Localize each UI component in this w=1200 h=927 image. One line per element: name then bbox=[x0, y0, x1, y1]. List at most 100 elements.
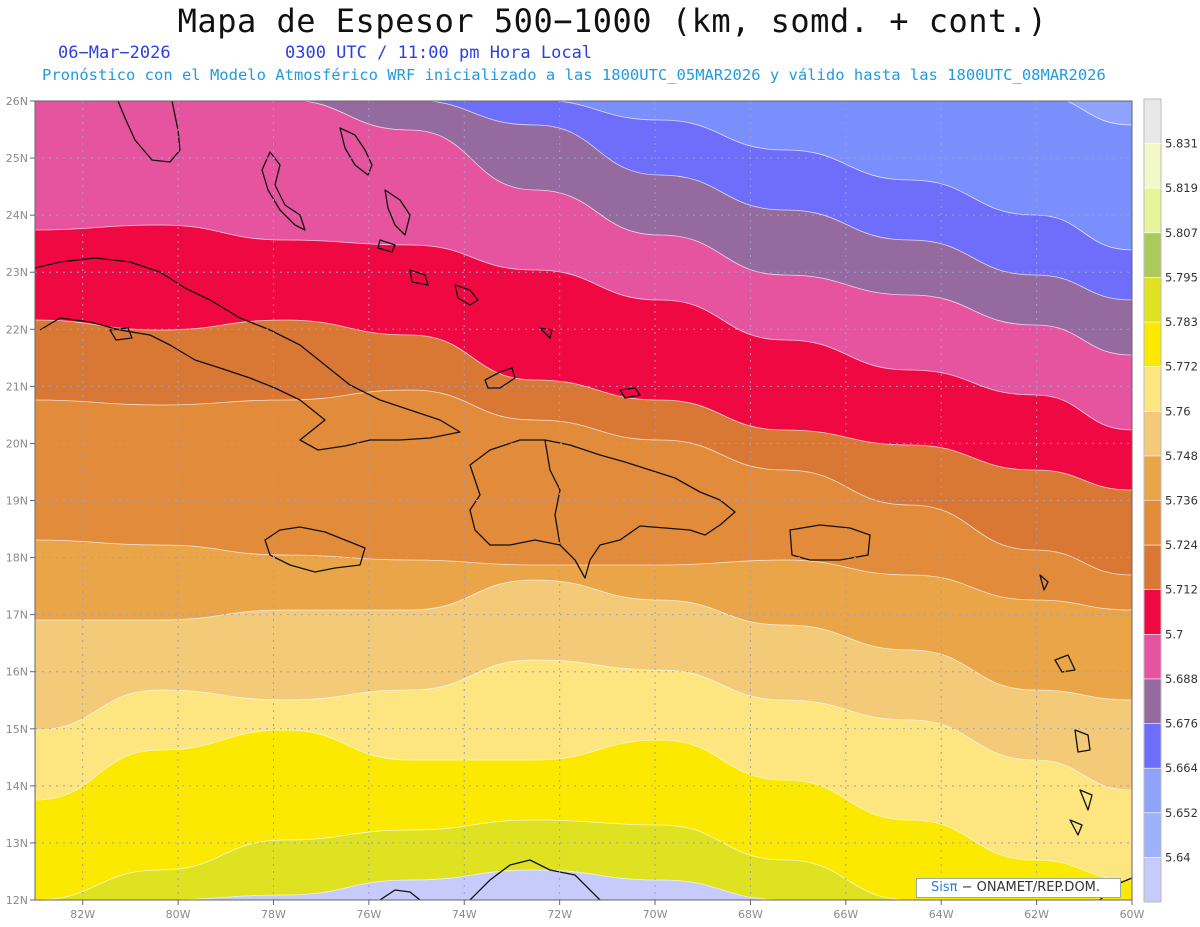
coastline bbox=[261, 151, 306, 231]
thickness-band bbox=[35, 660, 1132, 880]
longitude-labels: 82W 80W 78W 76W 74W 72W 70W 68W 66W 64W 62W 60W bbox=[70, 908, 1144, 921]
colorbar-swatch bbox=[1144, 455, 1161, 501]
colorbar-label: 5.772 bbox=[1165, 360, 1198, 374]
longitude-label: 80W bbox=[166, 908, 191, 921]
coastline bbox=[1074, 729, 1091, 753]
coastlines bbox=[35, 101, 1132, 900]
colorbar: 5.831 5.819 5.807 5.795 5.783 5.772 5.76 5.748 5… bbox=[1143, 98, 1198, 903]
map-title: Mapa de Espesor 500−1000 (km, somd. + co… bbox=[177, 2, 1048, 40]
thickness-band bbox=[35, 101, 1132, 430]
latitude-label: 19N bbox=[6, 495, 28, 508]
longitude-label: 70W bbox=[643, 908, 668, 921]
thickness-band bbox=[35, 580, 1132, 790]
contour-line bbox=[35, 389, 1132, 576]
latitude-label: 20N bbox=[6, 437, 28, 450]
colorbar-label: 5.795 bbox=[1165, 270, 1198, 284]
latitude-label: 23N bbox=[6, 266, 28, 279]
colorbar-label: 5.724 bbox=[1165, 538, 1198, 552]
latitude-label: 17N bbox=[6, 609, 28, 622]
colorbar-label: 5.688 bbox=[1165, 672, 1198, 686]
coastline bbox=[544, 439, 561, 546]
colorbar-label: 5.807 bbox=[1165, 226, 1198, 240]
latitude-label: 26N bbox=[6, 95, 28, 108]
thickness-band bbox=[35, 820, 1132, 900]
contour-line bbox=[35, 539, 1132, 611]
coastline bbox=[1069, 819, 1083, 836]
colorbar-swatch bbox=[1144, 634, 1161, 680]
coastline bbox=[1054, 654, 1076, 673]
contour-line bbox=[35, 319, 1132, 491]
contour-line bbox=[35, 579, 1132, 701]
colorbar-swatch bbox=[1144, 857, 1161, 903]
coastline bbox=[469, 439, 736, 579]
credit-text: − ONAMET/REP.DOM. bbox=[961, 880, 1101, 895]
colorbar-swatch bbox=[1144, 678, 1161, 725]
colorbar-swatch bbox=[1144, 277, 1161, 323]
contour-line bbox=[425, 101, 1132, 301]
contour-line bbox=[35, 659, 1132, 791]
latitude-label: 18N bbox=[6, 552, 28, 565]
coastline bbox=[1079, 789, 1093, 811]
longitude-label: 62W bbox=[1024, 908, 1049, 921]
thickness-band bbox=[556, 101, 1132, 250]
colorbar-swatch bbox=[1144, 99, 1161, 145]
thickness-band bbox=[302, 101, 1132, 355]
thickness-band bbox=[35, 870, 1132, 900]
coastline bbox=[339, 127, 373, 176]
coastline bbox=[484, 367, 516, 389]
colorbar-label: 5.652 bbox=[1165, 806, 1198, 820]
coastline bbox=[264, 526, 366, 573]
contour-line bbox=[35, 819, 1132, 900]
thickness-contour-lines bbox=[35, 101, 1132, 900]
longitude-label: 76W bbox=[356, 908, 381, 921]
coastline bbox=[35, 257, 461, 451]
longitude-label: 78W bbox=[261, 908, 286, 921]
longitude-label: 64W bbox=[929, 908, 954, 921]
colorbar-swatch bbox=[1144, 143, 1161, 189]
coastline bbox=[789, 524, 871, 561]
credit-box: Sisπ − ONAMET/REP.DOM. bbox=[916, 878, 1121, 898]
colorbar-swatch bbox=[1144, 322, 1161, 368]
longitude-label: 82W bbox=[70, 908, 95, 921]
thickness-band bbox=[35, 320, 1132, 575]
longitude-label: 68W bbox=[738, 908, 763, 921]
latitude-label: 25N bbox=[6, 152, 28, 165]
colorbar-swatch bbox=[1144, 545, 1161, 591]
colorbar-swatch bbox=[1144, 589, 1161, 635]
forecast-time: 0300 UTC / 11:00 pm Hora Local bbox=[285, 43, 593, 63]
latitude-label: 12N bbox=[6, 894, 28, 907]
colorbar-label: 5.676 bbox=[1165, 717, 1198, 731]
latitude-label: 21N bbox=[6, 380, 28, 393]
map-frame bbox=[34, 100, 1133, 901]
map-gridlines bbox=[30, 100, 1133, 905]
longitude-label: 72W bbox=[547, 908, 572, 921]
colorbar-swatch bbox=[1144, 723, 1161, 769]
longitude-label: 60W bbox=[1120, 908, 1145, 921]
thickness-band bbox=[35, 730, 1132, 900]
coastline bbox=[109, 327, 133, 341]
contour-line bbox=[551, 101, 1132, 251]
colorbar-swatch bbox=[1144, 366, 1161, 412]
colorbar-label: 5.76 bbox=[1165, 404, 1191, 418]
model-info: Pronóstico con el Modelo Atmosférico WRF… bbox=[42, 66, 1106, 84]
colorbar-label: 5.831 bbox=[1165, 137, 1198, 151]
contour-line bbox=[35, 224, 1132, 431]
thickness-band bbox=[35, 540, 1132, 700]
contour-line bbox=[299, 101, 1132, 356]
thickness-band bbox=[35, 225, 1132, 490]
coastline bbox=[409, 269, 429, 286]
latitude-labels: 26N 25N 24N 23N 22N 21N 20N 19N 18N 17N 16N 15N 14N 1… bbox=[6, 95, 28, 907]
colorbar-swatch bbox=[1144, 768, 1161, 814]
coastline bbox=[454, 284, 479, 306]
latitude-label: 13N bbox=[6, 837, 28, 850]
coastline bbox=[377, 239, 396, 253]
latitude-label: 15N bbox=[6, 723, 28, 736]
longitude-label: 66W bbox=[833, 908, 858, 921]
colorbar-swatch bbox=[1144, 232, 1161, 278]
colorbar-label: 5.664 bbox=[1165, 761, 1198, 775]
colorbar-label: 5.64 bbox=[1165, 850, 1191, 864]
colorbar-label: 5.748 bbox=[1165, 449, 1198, 463]
thickness-bands bbox=[35, 101, 1132, 900]
colorbar-label: 5.712 bbox=[1165, 583, 1198, 597]
